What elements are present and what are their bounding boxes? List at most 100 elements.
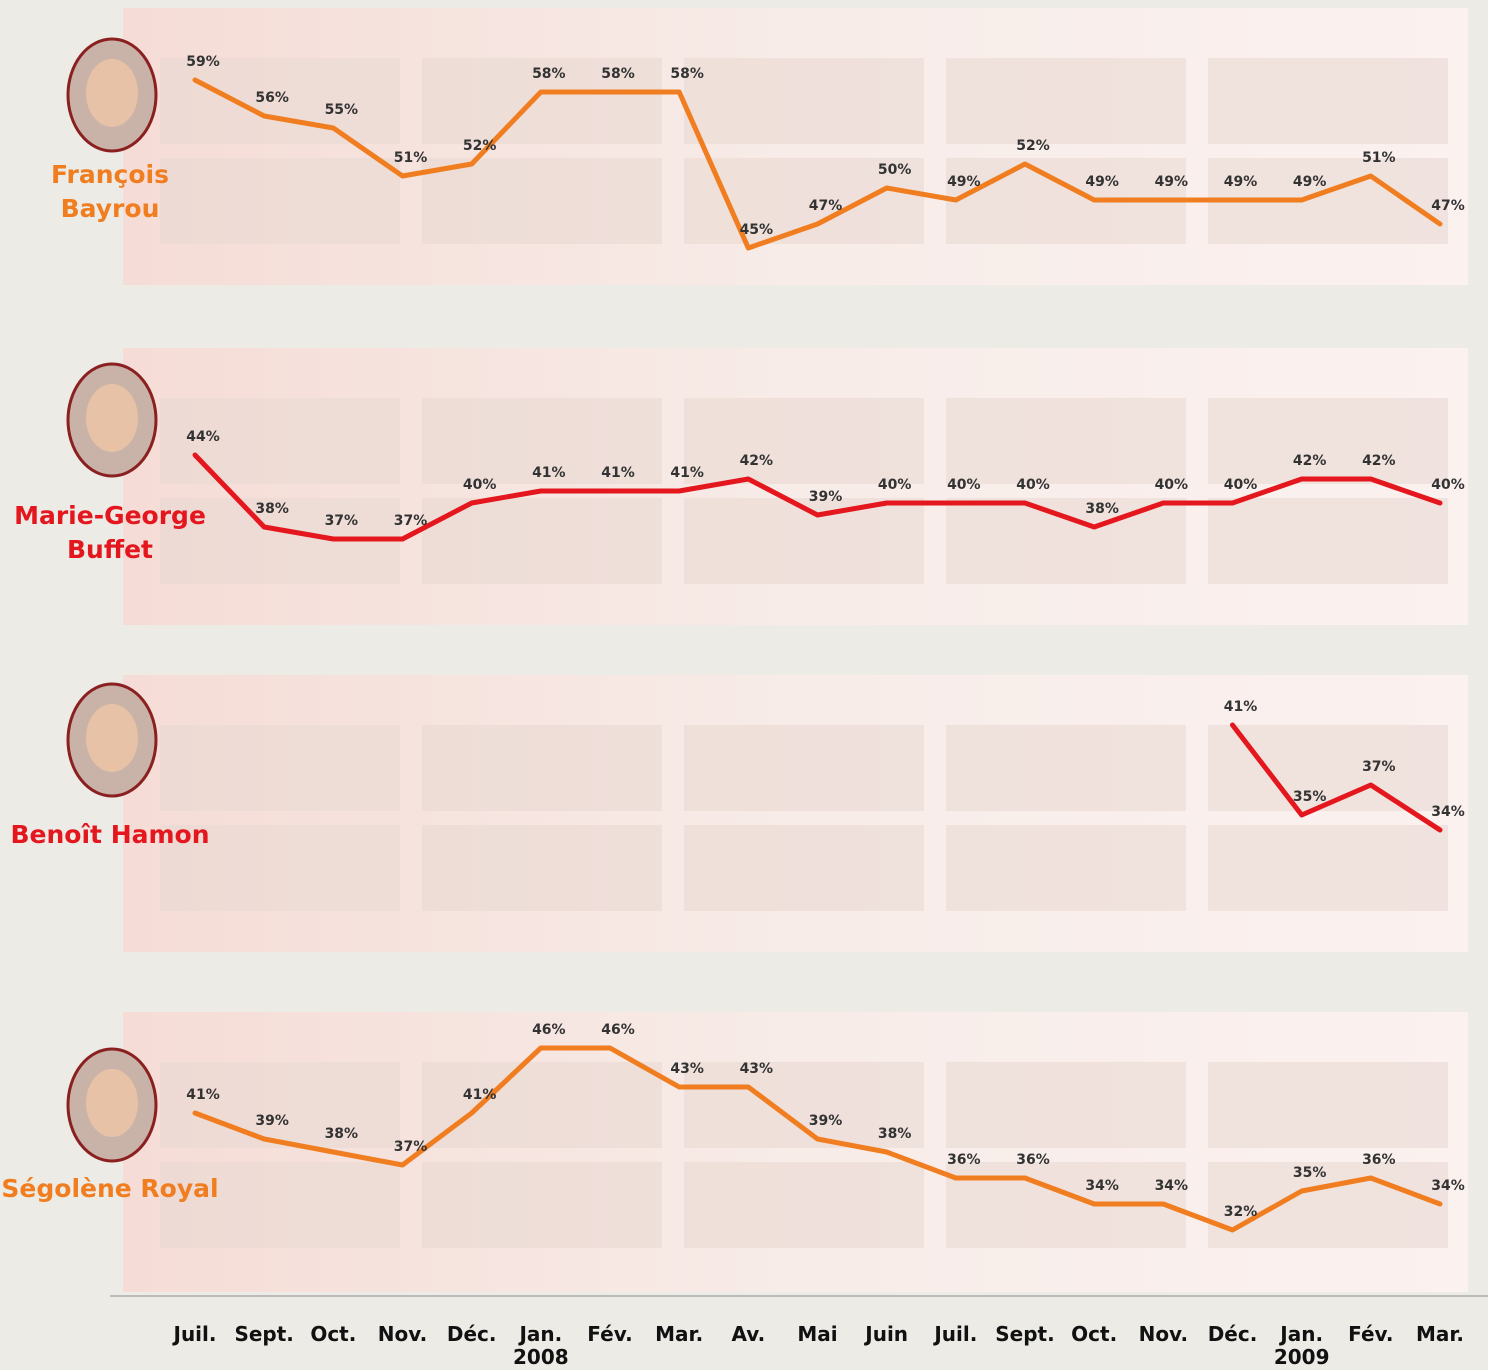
value-label: 40% [1155, 477, 1189, 493]
photo-tile [684, 725, 924, 811]
value-label: 34% [1431, 804, 1465, 820]
page: 59%56%55%51%52%58%58%58%45%47%50%49%52%4… [0, 0, 1488, 1370]
value-label: 37% [394, 1139, 428, 1155]
photo-tile [422, 725, 662, 811]
photo-tile [1208, 398, 1448, 484]
candidate-name: François Bayrou [0, 158, 220, 226]
value-label: 42% [1362, 453, 1396, 469]
value-label: 51% [394, 150, 428, 166]
x-tick-label: Fév. [587, 1322, 632, 1346]
value-label: 37% [1362, 759, 1396, 775]
photo-tile [1208, 825, 1448, 911]
value-label: 43% [670, 1061, 704, 1077]
photo-tile [684, 398, 924, 484]
x-tick-label: Sept. [995, 1322, 1054, 1346]
value-label: 39% [809, 489, 843, 505]
candidate-name: Benoît Hamon [0, 818, 220, 852]
photo-tile [422, 1162, 662, 1248]
photo-tile [1208, 58, 1448, 144]
value-label: 38% [255, 501, 289, 517]
value-label: 41% [670, 465, 704, 481]
portrait-face [86, 704, 138, 772]
value-label: 41% [601, 465, 635, 481]
photo-tile [946, 398, 1186, 484]
value-label: 40% [947, 477, 981, 493]
year-label: 2009 [1274, 1345, 1330, 1369]
value-label: 51% [1362, 150, 1396, 166]
photo-tile [684, 825, 924, 911]
value-label: 49% [1224, 174, 1258, 190]
x-tick-label: Juil. [932, 1322, 977, 1346]
value-label: 40% [1224, 477, 1258, 493]
value-label: 50% [878, 162, 912, 178]
value-label: 40% [878, 477, 912, 493]
x-tick-label: Déc. [1208, 1322, 1258, 1346]
value-label: 45% [740, 222, 774, 238]
photo-tile [684, 1162, 924, 1248]
x-tick-label: Mai [797, 1322, 837, 1346]
photo-tile [422, 825, 662, 911]
value-label: 46% [532, 1022, 566, 1038]
value-label: 41% [463, 1087, 497, 1103]
photo-tile [946, 825, 1186, 911]
value-label: 58% [670, 66, 704, 82]
candidate-name: Marie-George Buffet [0, 499, 220, 567]
value-label: 55% [325, 102, 359, 118]
photo-tile [946, 1062, 1186, 1148]
value-label: 46% [601, 1022, 635, 1038]
photo-tile [160, 725, 400, 811]
value-label: 36% [1362, 1152, 1396, 1168]
value-label: 44% [186, 429, 220, 445]
value-label: 38% [878, 1126, 912, 1142]
value-label: 37% [394, 513, 428, 529]
value-label: 39% [255, 1113, 289, 1129]
value-label: 32% [1224, 1204, 1258, 1220]
value-label: 52% [1016, 138, 1050, 154]
photo-tile [684, 498, 924, 584]
value-label: 38% [325, 1126, 359, 1142]
x-tick-label: Jan. [1278, 1322, 1323, 1346]
value-label: 34% [1155, 1178, 1189, 1194]
x-tick-label: Oct. [310, 1322, 356, 1346]
photo-tile [684, 58, 924, 144]
value-label: 40% [1016, 477, 1050, 493]
value-label: 59% [186, 54, 220, 70]
x-tick-label: Nov. [378, 1322, 427, 1346]
x-tick-label: Juin [863, 1322, 908, 1346]
value-label: 39% [809, 1113, 843, 1129]
value-label: 49% [1293, 174, 1327, 190]
value-label: 41% [186, 1087, 220, 1103]
x-tick-label: Sept. [234, 1322, 293, 1346]
value-label: 38% [1085, 501, 1119, 517]
photo-tile [946, 725, 1186, 811]
value-label: 42% [740, 453, 774, 469]
value-label: 49% [947, 174, 981, 190]
portrait-face [86, 59, 138, 127]
photo-tile [422, 1062, 662, 1148]
chart: 59%56%55%51%52%58%58%58%45%47%50%49%52%4… [0, 0, 1488, 1370]
value-label: 34% [1085, 1178, 1119, 1194]
photo-tile [1208, 498, 1448, 584]
photo-tile [946, 498, 1186, 584]
x-tick-label: Juil. [172, 1322, 217, 1346]
photo-tile [422, 158, 662, 244]
x-tick-label: Av. [731, 1322, 765, 1346]
x-tick-label: Nov. [1139, 1322, 1188, 1346]
value-label: 35% [1293, 789, 1327, 805]
value-label: 34% [1431, 1178, 1465, 1194]
value-label: 36% [947, 1152, 981, 1168]
value-label: 47% [809, 198, 843, 214]
value-label: 56% [255, 90, 289, 106]
value-label: 47% [1431, 198, 1465, 214]
value-label: 49% [1155, 174, 1189, 190]
photo-tile [946, 58, 1186, 144]
value-label: 41% [532, 465, 566, 481]
x-tick-label: Déc. [447, 1322, 497, 1346]
value-label: 42% [1293, 453, 1327, 469]
value-label: 52% [463, 138, 497, 154]
x-tick-label: Mar. [1416, 1322, 1464, 1346]
value-label: 35% [1293, 1165, 1327, 1181]
value-label: 41% [1224, 699, 1258, 715]
portrait-face [86, 384, 138, 452]
value-label: 37% [325, 513, 359, 529]
